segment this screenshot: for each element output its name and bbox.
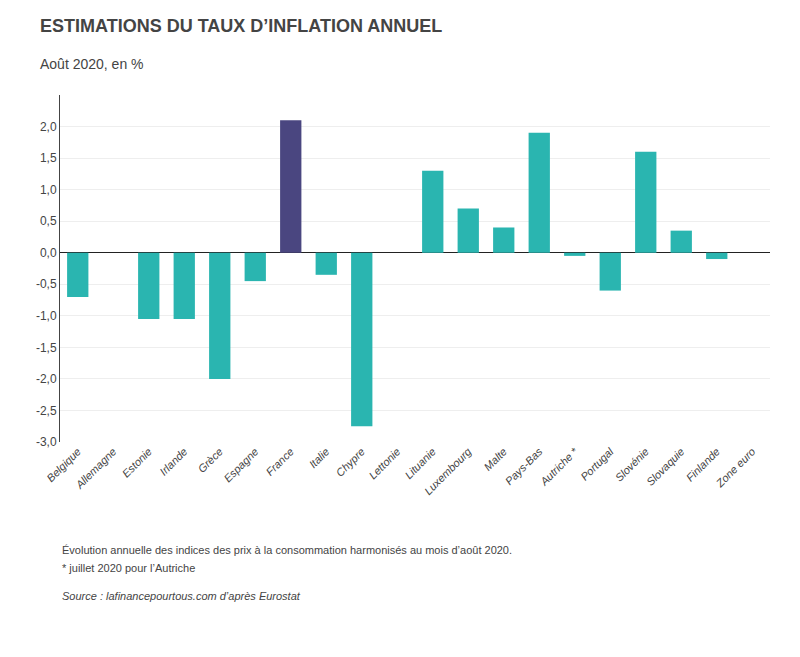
svg-text:Slovénie: Slovénie: [613, 445, 651, 483]
svg-text:Finlande: Finlande: [684, 445, 722, 483]
svg-text:Estonie: Estonie: [120, 445, 154, 479]
svg-text:-0,5: -0,5: [36, 277, 57, 291]
svg-text:1,5: 1,5: [40, 151, 57, 165]
svg-text:Portugal: Portugal: [578, 445, 616, 483]
svg-text:-1,5: -1,5: [36, 341, 57, 355]
svg-text:Évolution annuelle des indices: Évolution annuelle des indices des prix …: [62, 544, 512, 556]
svg-text:0,5: 0,5: [40, 214, 57, 228]
svg-text:Espagne: Espagne: [221, 445, 260, 484]
svg-text:2,0: 2,0: [40, 120, 57, 134]
svg-text:Allemagne: Allemagne: [73, 445, 119, 491]
svg-text:France: France: [263, 445, 296, 478]
svg-text:Août 2020, en %: Août 2020, en %: [40, 56, 144, 72]
svg-text:-2,0: -2,0: [36, 372, 57, 386]
svg-text:ESTIMATIONS DU TAUX D’INFLATIO: ESTIMATIONS DU TAUX D’INFLATION ANNUEL: [40, 16, 442, 36]
svg-text:Malte: Malte: [482, 445, 510, 473]
svg-text:Pays-Bas: Pays-Bas: [503, 445, 545, 487]
svg-text:Lettonie: Lettonie: [366, 445, 402, 481]
svg-text:Source : lafinancepourtous.com: Source : lafinancepourtous.com d’après E…: [62, 590, 301, 602]
svg-text:Grèce: Grèce: [195, 445, 225, 475]
svg-text:Italie: Italie: [307, 445, 332, 470]
svg-text:-1,0: -1,0: [36, 309, 57, 323]
svg-text:Zone euro: Zone euro: [713, 445, 758, 490]
svg-text:1,0: 1,0: [40, 183, 57, 197]
svg-text:Belgique: Belgique: [44, 445, 83, 484]
svg-text:* juillet 2020 pour l’Autriche: * juillet 2020 pour l’Autriche: [62, 562, 195, 574]
svg-text:Chypre: Chypre: [333, 445, 367, 479]
svg-text:Autriche *: Autriche *: [537, 445, 580, 488]
svg-text:-2,5: -2,5: [36, 404, 57, 418]
svg-text:Slovaquie: Slovaquie: [644, 445, 687, 488]
svg-text:Luxembourg: Luxembourg: [422, 445, 474, 497]
svg-text:0,0: 0,0: [40, 246, 57, 260]
svg-text:-3,0: -3,0: [36, 435, 57, 449]
svg-text:Lituanie: Lituanie: [402, 445, 438, 481]
svg-text:Irlande: Irlande: [157, 445, 189, 477]
